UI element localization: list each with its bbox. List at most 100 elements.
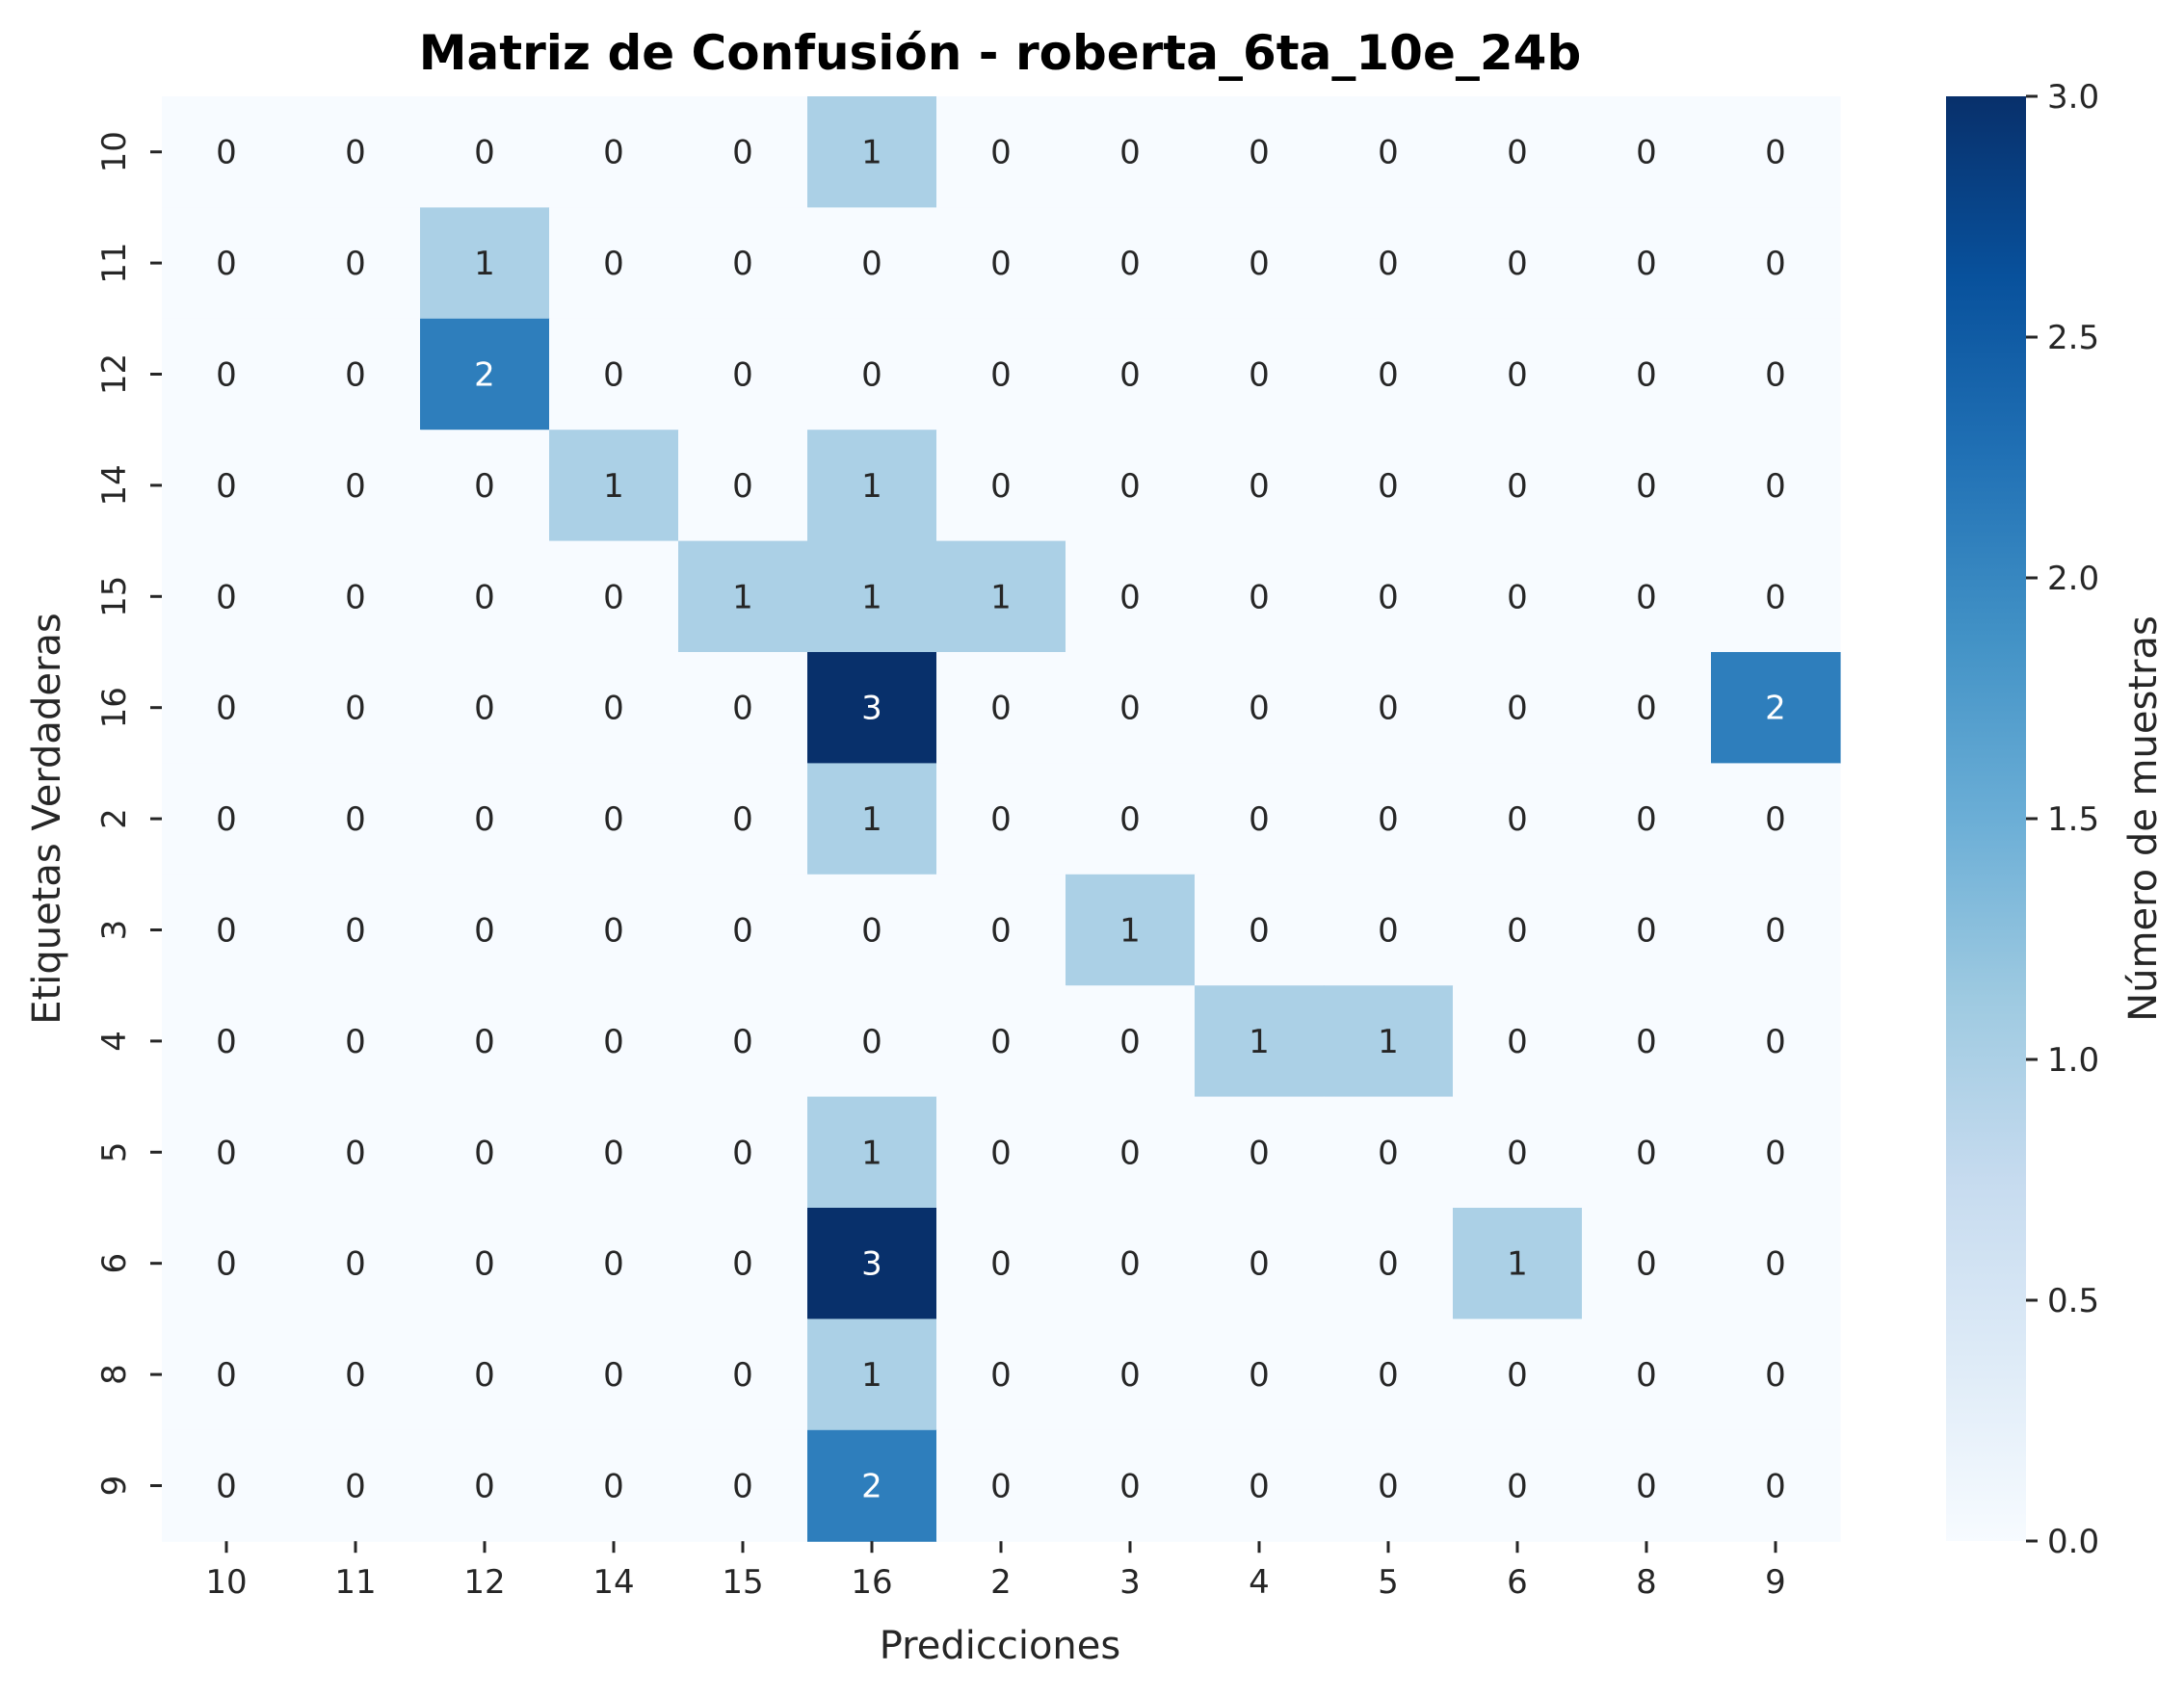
y-tick-label: 16	[95, 687, 134, 728]
cell-value-label: 2	[1765, 690, 1786, 728]
cell-value-label: 0	[732, 1134, 753, 1172]
heatmap-cell	[1453, 763, 1583, 875]
heatmap-cell	[1324, 1429, 1454, 1542]
cell-value-label: 0	[216, 1468, 237, 1506]
cell-value-label: 0	[345, 800, 366, 839]
cell-value-label: 0	[1119, 578, 1141, 616]
cell-value-label: 0	[1636, 690, 1657, 728]
heatmap-cell	[420, 763, 550, 875]
heatmap-cell	[1453, 540, 1583, 653]
heatmap-cell	[549, 540, 679, 653]
cell-value-label: 0	[1636, 1023, 1657, 1061]
cell-value-label: 0	[1765, 467, 1786, 506]
cell-value-label: 0	[990, 690, 1012, 728]
heatmap-cell	[1066, 1429, 1196, 1542]
cell-value-label: 0	[1765, 1245, 1786, 1284]
heatmap-cell	[1453, 1096, 1583, 1209]
cell-value-label: 0	[1636, 578, 1657, 616]
colorbar-tick-label: 3.0	[2047, 78, 2099, 117]
cell-value-label: 0	[1119, 1023, 1141, 1061]
cell-value-label: 0	[1507, 467, 1528, 506]
heatmap-cell	[1066, 318, 1196, 431]
cell-value-label: 0	[1636, 1134, 1657, 1172]
cell-value-label: 0	[345, 1134, 366, 1172]
cell-value-label: 0	[861, 912, 882, 951]
cell-value-label: 0	[603, 245, 624, 283]
cell-value-label: 0	[1249, 245, 1270, 283]
cell-value-label: 1	[990, 578, 1012, 616]
heatmap-cell	[420, 430, 550, 542]
heatmap-cell	[1195, 985, 1325, 1098]
heatmap-cell	[291, 430, 421, 542]
cell-value-label: 0	[474, 912, 495, 951]
y-axis-ticks: 10 11 12 14 15 16 2 3 4 5 6 8 9	[95, 131, 162, 1496]
heatmap-cell	[1582, 318, 1712, 431]
cell-value-label: 0	[732, 800, 753, 839]
cell-value-label: 0	[345, 1468, 366, 1506]
cell-value-label: 1	[1507, 1245, 1528, 1284]
heatmap-cell	[678, 540, 808, 653]
heatmap-cell	[807, 874, 937, 986]
cell-value-label: 0	[1507, 912, 1528, 951]
heatmap-cell	[1582, 652, 1712, 764]
heatmap-cell	[162, 874, 292, 986]
heatmap-cell	[1324, 207, 1454, 320]
heatmap-cell	[1453, 430, 1583, 542]
cell-value-label: 0	[1765, 356, 1786, 395]
heatmap-cell	[936, 96, 1066, 208]
heatmap-cell	[1711, 1319, 1841, 1431]
heatmap-cell	[678, 874, 808, 986]
cell-value-label: 0	[603, 1356, 624, 1395]
heatmap-cell	[549, 1429, 679, 1542]
cell-value-label: 0	[1249, 1245, 1270, 1284]
cell-value-label: 0	[474, 1468, 495, 1506]
cell-value-label: 0	[732, 245, 753, 283]
cell-value-label: 0	[345, 356, 366, 395]
cell-value-label: 1	[474, 245, 495, 283]
heatmap-cell	[291, 540, 421, 653]
heatmap-cell	[291, 763, 421, 875]
heatmap-cell	[291, 1096, 421, 1209]
heatmap-cell	[1195, 540, 1325, 653]
cell-value-label: 0	[990, 467, 1012, 506]
cell-value-label: 0	[474, 134, 495, 172]
cell-value-label: 0	[1636, 1356, 1657, 1395]
cell-value-label: 0	[1249, 467, 1270, 506]
heatmap-cell	[420, 1319, 550, 1431]
colorbar: 0.0 0.5 1.0 1.5 2.0 2.5 3.0 Número de muestras	[1946, 78, 2166, 1561]
cell-value-label: 0	[1507, 578, 1528, 616]
cell-value-label: 0	[345, 1356, 366, 1395]
heatmap-cell	[549, 318, 679, 431]
cell-value-label: 0	[216, 1134, 237, 1172]
cell-value-label: 1	[861, 578, 882, 616]
heatmap-cell	[678, 652, 808, 764]
heatmap-cell	[420, 96, 550, 208]
heatmap-cell	[1453, 96, 1583, 208]
y-tick-label: 11	[95, 242, 134, 283]
heatmap-cell	[162, 1208, 292, 1319]
heatmap-cell	[1066, 540, 1196, 653]
cell-value-label: 0	[1636, 356, 1657, 395]
heatmap-cell	[420, 318, 550, 431]
x-tick-label: 14	[592, 1563, 634, 1602]
x-tick-label: 8	[1636, 1563, 1657, 1602]
heatmap-cell	[936, 874, 1066, 986]
heatmap-cell	[1453, 1429, 1583, 1542]
heatmap-cell	[1195, 874, 1325, 986]
cell-value-label: 0	[1636, 1245, 1657, 1284]
cell-value-label: 0	[1378, 1356, 1399, 1395]
heatmap-cell	[549, 1319, 679, 1431]
heatmap-cell	[291, 207, 421, 320]
colorbar-tick-label: 0.5	[2047, 1282, 2099, 1320]
heatmap-cell	[1066, 985, 1196, 1098]
heatmap-cell	[549, 430, 679, 542]
colorbar-tick-label: 1.0	[2047, 1041, 2099, 1080]
cell-value-label: 0	[216, 912, 237, 951]
heatmap-cell	[807, 207, 937, 320]
cell-value-label: 0	[474, 1356, 495, 1395]
heatmap-cell	[1582, 1319, 1712, 1431]
heatmap-cell	[807, 318, 937, 431]
cell-value-label: 0	[732, 1023, 753, 1061]
cell-value-label: 0	[1378, 1245, 1399, 1284]
cell-value-label: 0	[345, 690, 366, 728]
